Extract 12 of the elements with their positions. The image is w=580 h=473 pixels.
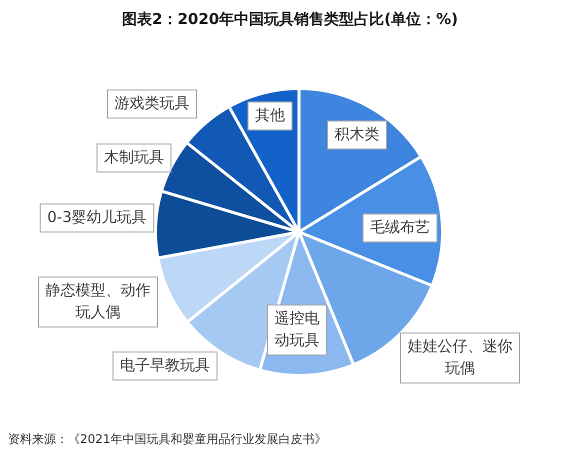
slice-label: 电子早教玩具 xyxy=(120,356,210,374)
text: 资料来源：《2021年中国玩具和婴童用品行业发展白皮书》 xyxy=(8,432,327,446)
slice-label: 娃娃公仔、迷你玩偶 xyxy=(408,336,512,377)
slice-label: 0-3婴幼儿玩具 xyxy=(47,208,147,226)
slice-label: 遥控电动玩具 xyxy=(274,308,320,349)
slice-label: 木制玩具 xyxy=(104,148,164,166)
slice-label: 毛绒布艺 xyxy=(370,218,430,236)
slice-label: 游戏类玩具 xyxy=(114,94,190,112)
slice-label: 静态模型、动作玩人偶 xyxy=(46,280,150,321)
chart-title: 图表2：2020年中国玩具销售类型占比(单位：%) xyxy=(122,10,458,28)
slice-label: 积木类 xyxy=(334,124,380,143)
slice-label: 其他 xyxy=(255,106,285,124)
